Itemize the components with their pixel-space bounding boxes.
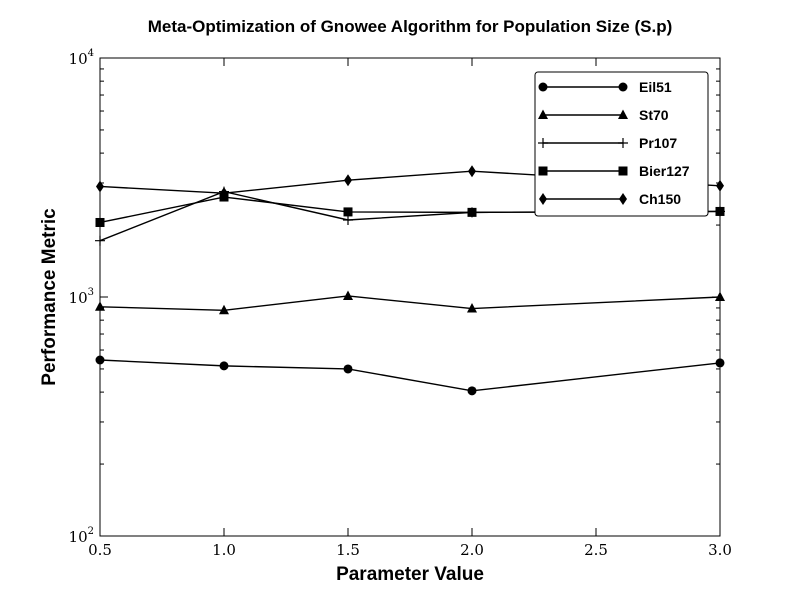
y-tick-exp: 4 xyxy=(88,48,94,59)
data-point xyxy=(715,358,725,368)
series-line xyxy=(99,359,721,392)
x-tick-label: 3.0 xyxy=(708,541,732,559)
y-tick-exp: 2 xyxy=(88,526,94,537)
legend-label: Ch150 xyxy=(639,191,681,207)
legend-marker xyxy=(538,109,548,119)
y-tick-label: 103 xyxy=(69,287,94,307)
data-point xyxy=(467,386,477,396)
data-point xyxy=(220,187,228,200)
data-point xyxy=(715,206,725,216)
data-point xyxy=(344,174,352,187)
data-point xyxy=(715,291,725,301)
x-tick-label: 1.5 xyxy=(336,541,360,559)
series-line xyxy=(99,295,721,311)
data-point xyxy=(716,179,724,192)
data-point xyxy=(343,207,353,217)
x-tick-label: 2.5 xyxy=(584,541,608,559)
data-point xyxy=(343,364,353,374)
data-point xyxy=(467,207,477,217)
x-axis-label: Parameter Value xyxy=(336,564,484,585)
legend-label: Pr107 xyxy=(639,135,677,151)
legend: Eil51 St70 Pr107 Bier127 Ch150 xyxy=(534,71,709,217)
data-point xyxy=(467,303,477,313)
legend-marker xyxy=(538,82,548,92)
legend-marker xyxy=(619,193,627,205)
x-tick-label: 1.0 xyxy=(212,541,236,559)
y-tick-exp: 3 xyxy=(88,287,94,298)
legend-marker xyxy=(539,193,547,205)
data-point xyxy=(96,180,104,193)
y-axis-label: Performance Metric xyxy=(39,208,60,386)
legend-label: Eil51 xyxy=(639,79,672,95)
legend-item: St70 xyxy=(538,107,669,123)
data-point xyxy=(219,304,229,315)
legend-item: Bier127 xyxy=(538,163,690,179)
legend-item: Eil51 xyxy=(538,79,672,95)
legend-marker xyxy=(538,138,548,148)
legend-item: Ch150 xyxy=(539,191,681,207)
x-tick-label: 2.0 xyxy=(460,541,484,559)
y-tick-base: 10 xyxy=(69,289,88,307)
legend-label: Bier127 xyxy=(639,163,690,179)
data-point xyxy=(343,214,353,225)
data-point xyxy=(219,361,229,371)
data-point xyxy=(95,217,105,227)
y-tick-base: 10 xyxy=(69,50,88,68)
legend-marker xyxy=(618,82,628,92)
data-point xyxy=(95,301,105,311)
series-st70 xyxy=(95,290,725,315)
legend-box xyxy=(534,71,709,217)
data-point xyxy=(95,235,105,246)
legend-item: Pr107 xyxy=(538,135,677,151)
y-tick-base: 10 xyxy=(69,528,88,546)
data-point xyxy=(468,165,476,178)
y-tick-label: 102 xyxy=(69,526,94,546)
legend-marker xyxy=(618,166,628,176)
series-eil51 xyxy=(95,355,725,396)
legend-marker xyxy=(538,166,548,176)
data-point xyxy=(343,290,353,300)
legend-label: St70 xyxy=(639,107,669,123)
legend-marker xyxy=(618,109,628,119)
data-point xyxy=(95,355,105,365)
legend-marker xyxy=(618,138,628,148)
y-tick-label: 104 xyxy=(69,48,94,68)
x-tick-label: 0.5 xyxy=(88,541,112,559)
chart-title: Meta-Optimization of Gnowee Algorithm fo… xyxy=(148,17,672,36)
